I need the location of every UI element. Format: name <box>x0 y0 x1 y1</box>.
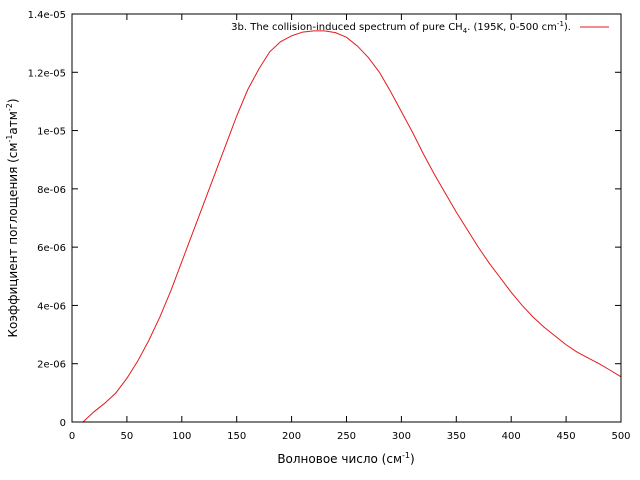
y-tick-label: 8e-06 <box>37 185 66 196</box>
x-tick-label: 200 <box>282 431 301 442</box>
x-axis-label: Волновое число (см-1) <box>277 451 414 466</box>
series-layer <box>82 30 622 423</box>
y-tick-label: 2e-06 <box>37 360 66 371</box>
x-tick-label: 500 <box>611 431 630 442</box>
y-tick-label: 6e-06 <box>37 243 66 254</box>
x-tick-label: 50 <box>121 431 134 442</box>
plot-frame <box>71 13 622 423</box>
y-axis-label: Коэффициент поглощения (см-1атм-2) <box>5 98 20 337</box>
legend-entry-label: 3b. The collision-induced spectrum of pu… <box>231 20 571 35</box>
x-axis-ticks: 0 50 100 150 200 250 300 350 400 450 500 <box>69 14 631 442</box>
x-tick-label: 0 <box>69 431 75 442</box>
legend: 3b. The collision-induced spectrum of pu… <box>231 20 609 35</box>
y-tick-label: 1e-05 <box>37 127 66 138</box>
x-tick-label: 250 <box>337 431 356 442</box>
y-tick-label: 1.2e-05 <box>28 68 66 79</box>
y-axis-ticks: 0 2e-06 4e-06 6e-06 8e-06 1e-05 1.2e-05 1.4e-05 <box>28 10 621 429</box>
y-tick-label: 4e-06 <box>37 301 66 312</box>
y-tick-label: 1.4e-05 <box>28 10 66 21</box>
x-tick-label: 350 <box>447 431 466 442</box>
x-tick-label: 450 <box>557 431 576 442</box>
y-tick-label: 0 <box>60 418 66 429</box>
x-tick-label: 300 <box>392 431 411 442</box>
series-line <box>82 30 622 423</box>
x-tick-label: 100 <box>172 431 191 442</box>
x-tick-label: 150 <box>227 431 246 442</box>
x-tick-label: 400 <box>502 431 521 442</box>
